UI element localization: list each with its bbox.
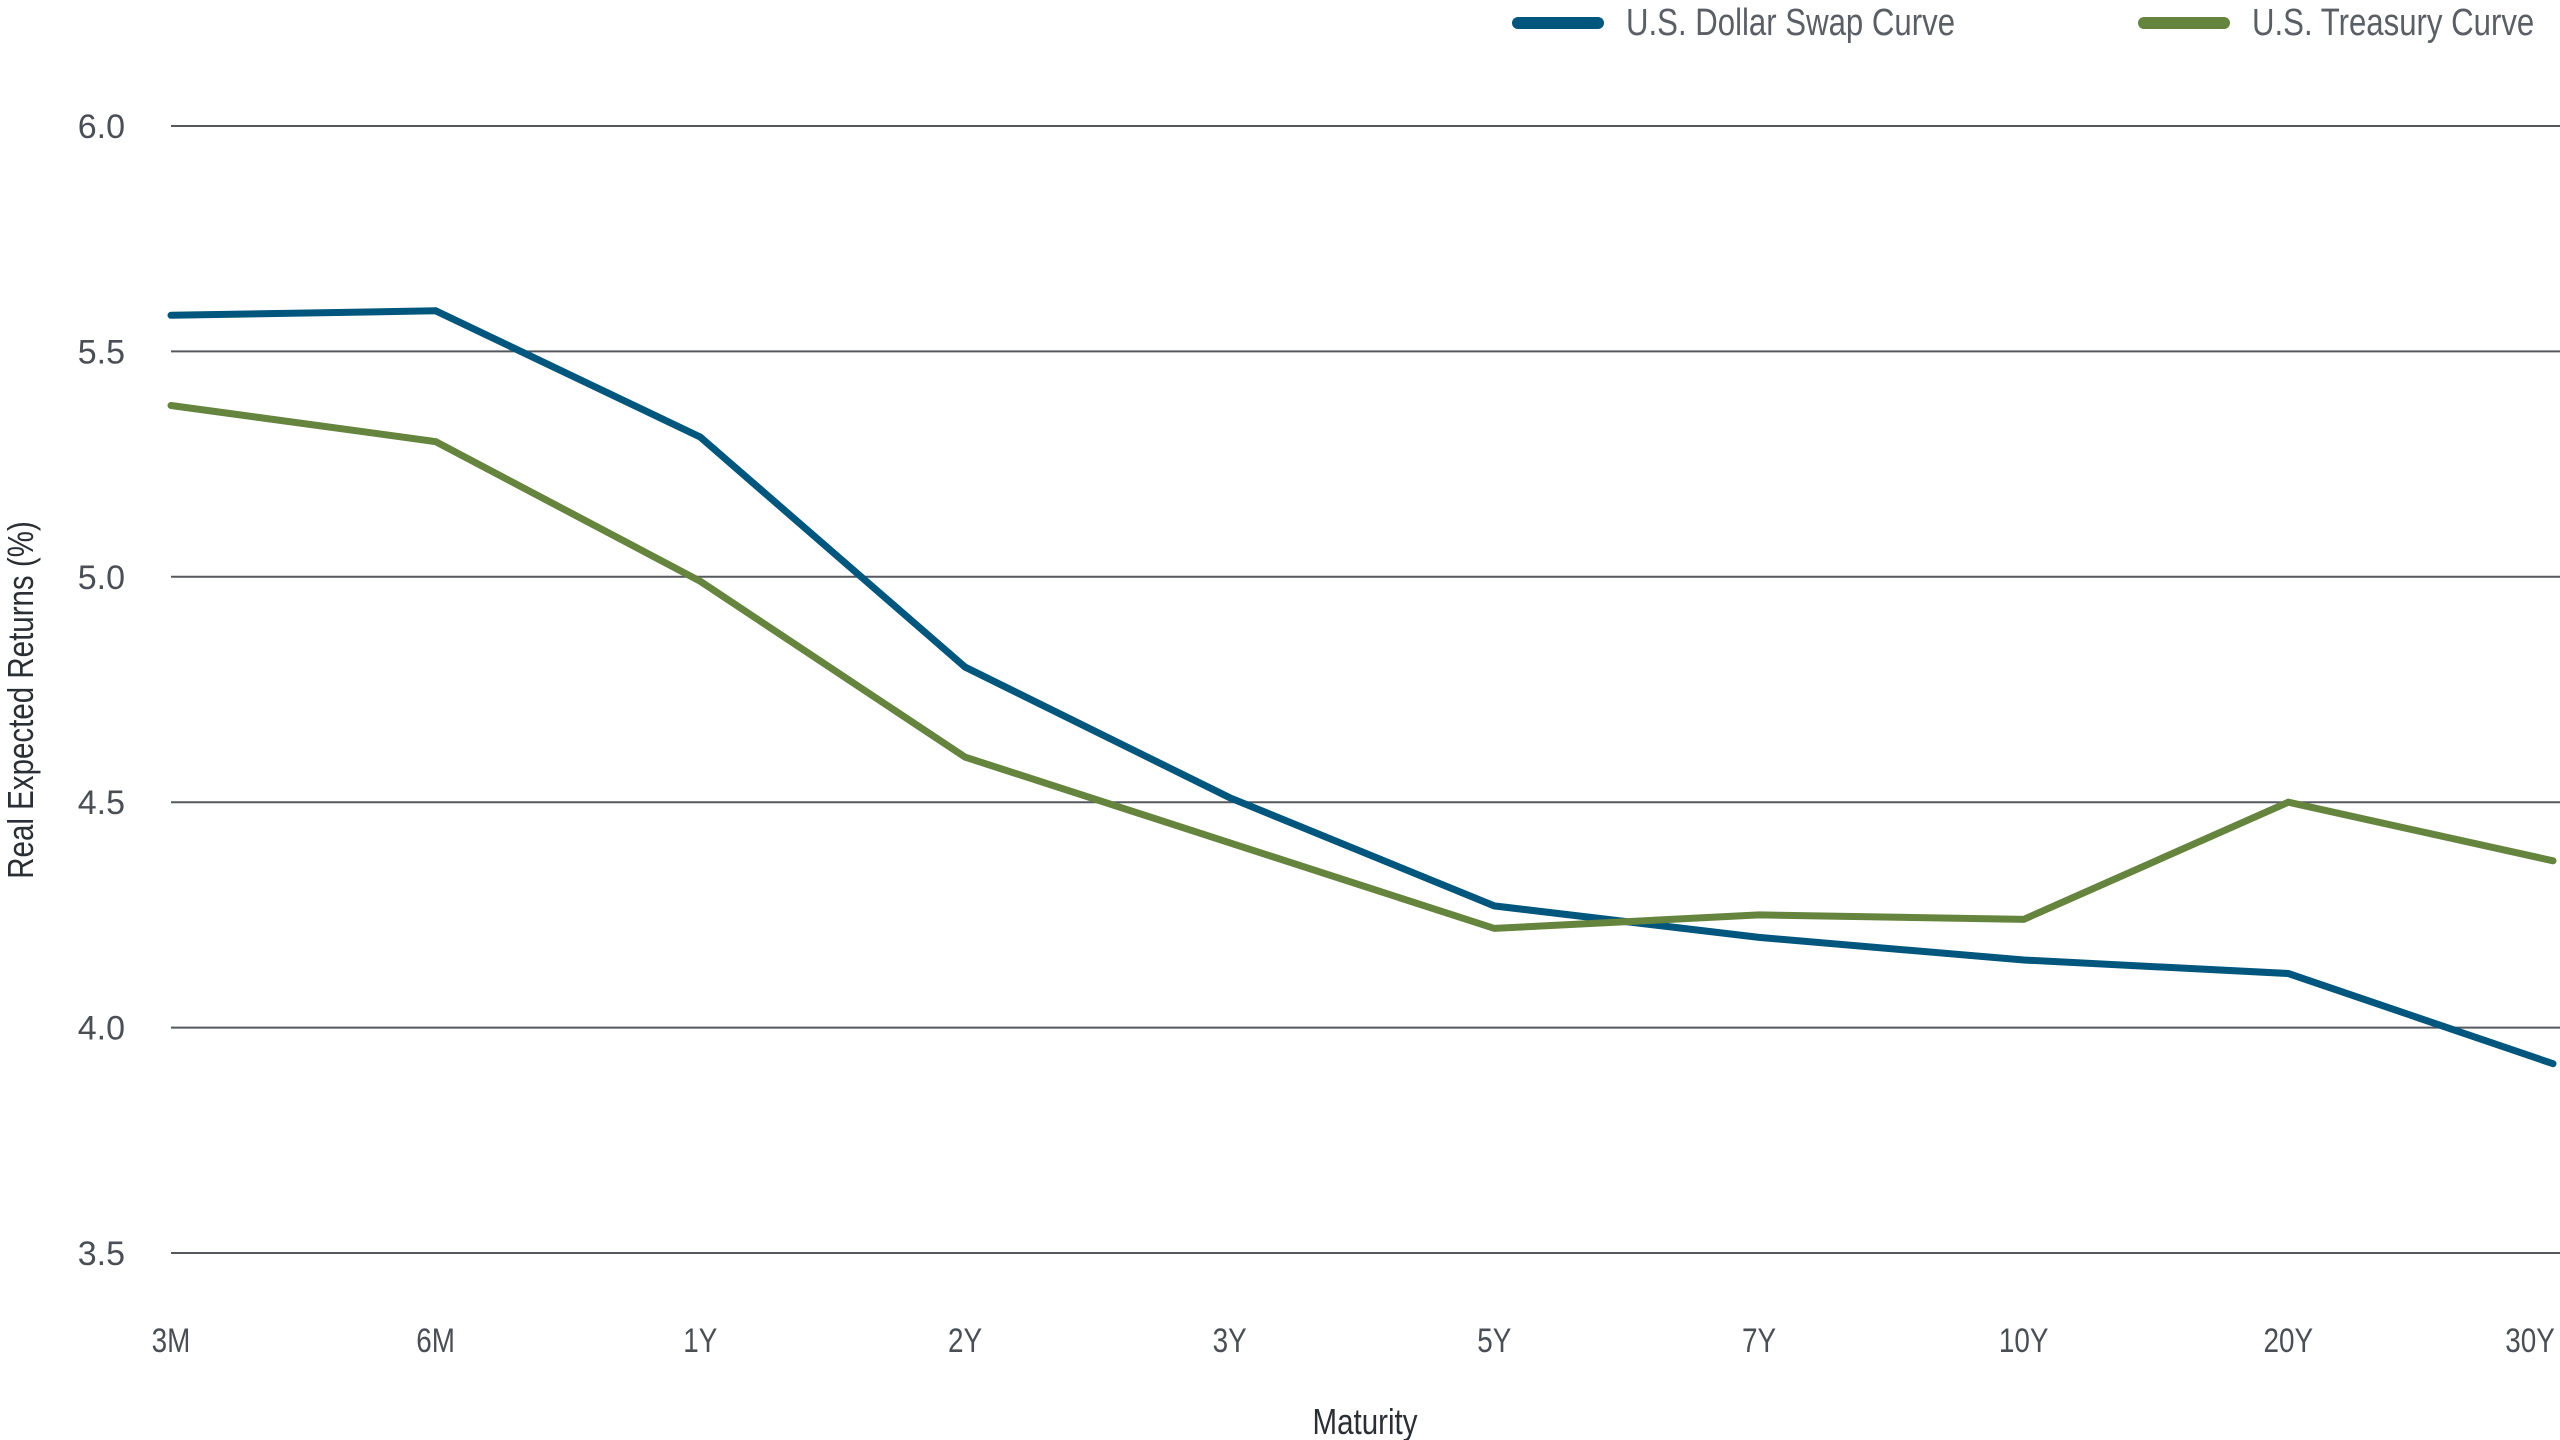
gridlines [171,125,2560,1254]
x-tick-label: 7Y [1742,1321,1776,1359]
treasury-curve-line [167,402,2557,932]
y-tick-label: 4.0 [78,1010,125,1048]
x-axis-ticks: 3M 6M 1Y 2Y 3Y 5Y 7Y 10Y 20Y 30Y [152,1321,2555,1359]
y-tick-label: 5.5 [78,333,125,371]
swap-curve-line [167,307,2557,1068]
x-tick-label: 3Y [1213,1321,1247,1359]
legend-label-treasury: U.S. Treasury Curve [2252,1,2535,44]
legend-item-swap: U.S. Dollar Swap Curve [1512,0,2027,46]
x-tick-label: 6M [416,1321,455,1359]
legend-label-swap: U.S. Dollar Swap Curve [1626,1,1956,44]
x-tick-label: 1Y [683,1321,717,1359]
swap-curve-swatch-icon [1512,17,1604,29]
x-tick-label: 5Y [1477,1321,1511,1359]
y-tick-label: 4.5 [78,784,125,822]
x-tick-label: 3M [152,1321,191,1359]
y-axis-title: Real Expected Returns (%) [0,521,40,879]
y-tick-label: 5.0 [78,559,125,597]
x-tick-label: 2Y [948,1321,982,1359]
x-tick-label: 20Y [2264,1321,2314,1359]
series-lines [167,307,2557,1068]
legend-item-treasury: U.S. Treasury Curve [2138,0,2560,46]
x-tick-label: 10Y [1999,1321,2049,1359]
treasury-curve-swatch-icon [2138,17,2230,29]
x-tick-label: 30Y [2505,1321,2555,1359]
y-axis-ticks: 3.5 4.0 4.5 5.0 5.5 6.0 [78,108,125,1273]
y-tick-label: 3.5 [78,1235,125,1273]
x-axis-title: Maturity [1313,1401,1418,1440]
y-tick-label: 6.0 [78,108,125,146]
